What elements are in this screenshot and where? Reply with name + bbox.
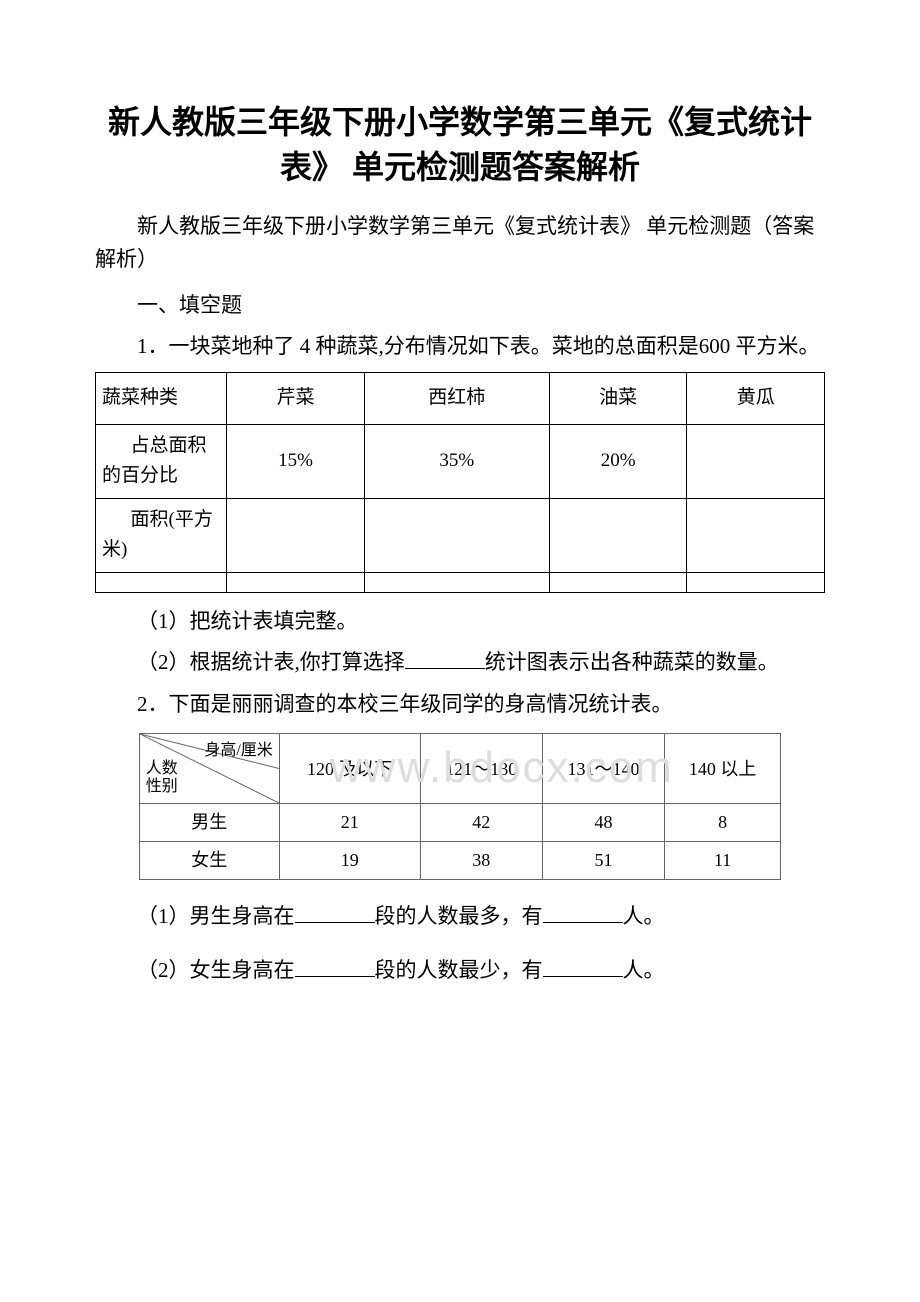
q1-stem: 1．一块菜地种了 4 种蔬菜,分布情况如下表。菜地的总面积是600 平方米。 — [95, 330, 825, 364]
q2-sub2-mid: 段的人数最少，有 — [375, 958, 543, 982]
table-cell: 11 — [665, 842, 781, 880]
table-cell: 42 — [420, 804, 542, 842]
table-row-label: 男生 — [139, 804, 279, 842]
table-col-header: 121～130 — [420, 734, 542, 804]
table-cell — [549, 498, 687, 572]
row-header-label: 面积(平方米) — [102, 505, 218, 566]
table-cell — [687, 424, 825, 498]
q1-sub2: （2）根据统计表,你打算选择 统计图表示出各种蔬菜的数量。 — [95, 646, 825, 680]
table-cell: 20% — [549, 424, 687, 498]
q1-sub1: （1）把统计表填完整。 — [95, 605, 825, 639]
q2-sub1: （1）男生身高在 段的人数最多，有 人。 — [95, 900, 825, 934]
table-col-header: 西红柿 — [364, 372, 549, 424]
table-col-header: 131～140 — [542, 734, 664, 804]
table-empty-cell — [364, 572, 549, 592]
row-header-label: 占总面积的百分比 — [102, 431, 218, 492]
table-cell — [687, 498, 825, 572]
q2-stem: 2．下面是丽丽调查的本校三年级同学的身高情况统计表。 — [95, 688, 825, 722]
table-cell: 15% — [227, 424, 365, 498]
diag-top-label: 身高/厘米 — [204, 738, 272, 764]
q2-sub1-post: 人。 — [623, 904, 665, 928]
table-empty-cell — [687, 572, 825, 592]
q1-sub2-pre: （2）根据统计表,你打算选择 — [137, 650, 405, 674]
height-table: 身高/厘米 人数 性别 120 及以下 121～130 131～140 140 … — [139, 733, 781, 880]
vegetable-table: 蔬菜种类 芹菜 西红柿 油菜 黄瓜 占总面积的百分比 15% 35% 20% 面… — [95, 372, 825, 593]
table-row-label: 女生 — [139, 842, 279, 880]
table-empty-cell — [227, 572, 365, 592]
q2-sub2-pre: （2）女生身高在 — [137, 958, 295, 982]
table-cell: 51 — [542, 842, 664, 880]
table-cell — [364, 498, 549, 572]
table-cell: 8 — [665, 804, 781, 842]
table-cell: 38 — [420, 842, 542, 880]
table-col-header: 油菜 — [549, 372, 687, 424]
table-row-header: 占总面积的百分比 — [96, 424, 227, 498]
page-title: 新人教版三年级下册小学数学第三单元《复式统计表》 单元检测题答案解析 — [95, 100, 825, 190]
diag-bot-label: 性别 — [146, 774, 178, 800]
table-cell: 48 — [542, 804, 664, 842]
section-heading: 一、填空题 — [95, 289, 825, 323]
table-col-header: 芹菜 — [227, 372, 365, 424]
table-cell: 35% — [364, 424, 549, 498]
table-cell: 19 — [279, 842, 420, 880]
subtitle: 新人教版三年级下册小学数学第三单元《复式统计表》 单元检测题（答案解析） — [95, 210, 825, 277]
q2-sub2-post: 人。 — [623, 958, 665, 982]
fill-blank[interactable] — [543, 900, 623, 923]
table-col-header: 140 以上 — [665, 734, 781, 804]
q2-sub2: （2）女生身高在 段的人数最少，有 人。 — [95, 954, 825, 988]
q2-sub1-pre: （1）男生身高在 — [137, 904, 295, 928]
row-header-label: 蔬菜种类 — [102, 387, 178, 408]
table-empty-cell — [96, 572, 227, 592]
table-row-header: 蔬菜种类 — [96, 372, 227, 424]
fill-blank[interactable] — [295, 900, 375, 923]
fill-blank[interactable] — [543, 954, 623, 977]
table-cell — [227, 498, 365, 572]
table-col-header: 120 及以下 — [279, 734, 420, 804]
table-empty-cell — [549, 572, 687, 592]
fill-blank[interactable] — [295, 954, 375, 977]
fill-blank[interactable] — [405, 646, 485, 669]
table-col-header: 黄瓜 — [687, 372, 825, 424]
table-cell: 21 — [279, 804, 420, 842]
q1-sub2-post: 统计图表示出各种蔬菜的数量。 — [485, 650, 779, 674]
diagonal-header-cell: 身高/厘米 人数 性别 — [139, 734, 279, 804]
table-row-header: 面积(平方米) — [96, 498, 227, 572]
q2-sub1-mid: 段的人数最多，有 — [375, 904, 543, 928]
